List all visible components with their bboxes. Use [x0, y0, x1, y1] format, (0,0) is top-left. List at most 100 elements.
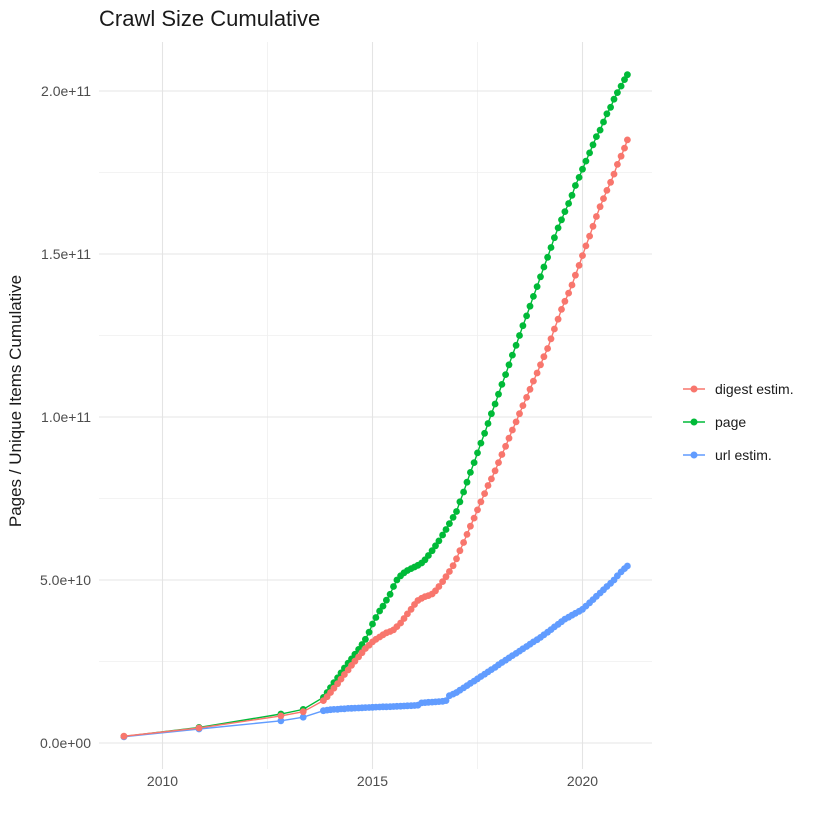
data-point-digest-estim-: [624, 136, 631, 144]
data-point-page: [575, 174, 583, 181]
data-point-digest-estim-: [617, 152, 625, 160]
data-point-page: [607, 103, 614, 111]
data-point-url-estim-: [277, 717, 285, 725]
data-point-digest-estim-: [120, 732, 128, 740]
data-point-digest-estim-: [277, 712, 285, 720]
data-point-page: [491, 400, 499, 408]
data-point-digest-estim-: [600, 195, 607, 203]
data-point-url-estim-: [442, 697, 450, 704]
data-point-digest-estim-: [596, 203, 604, 211]
data-point-digest-estim-: [568, 281, 576, 289]
series-line-url-estim-: [123, 565, 628, 738]
data-point-page: [526, 302, 534, 310]
data-point-page: [474, 449, 481, 457]
data-point-digest-estim-: [453, 555, 460, 563]
data-point-page: [579, 165, 586, 173]
legend-item-page: page: [681, 405, 794, 438]
data-point-page: [586, 149, 593, 157]
legend-key-page-icon: [683, 418, 705, 425]
data-point-page: [610, 95, 618, 103]
data-point-digest-estim-: [467, 522, 474, 530]
data-point-digest-estim-: [621, 144, 628, 152]
x-tick-label-2010: 2010: [147, 773, 178, 789]
data-point-page: [530, 293, 537, 300]
data-point-digest-estim-: [547, 335, 555, 343]
data-point-page: [495, 390, 502, 398]
data-point-page: [386, 590, 394, 598]
data-point-page: [488, 410, 495, 418]
data-point-digest-estim-: [530, 377, 537, 385]
data-point-page: [453, 508, 460, 515]
legend-key-url-icon: [683, 451, 705, 458]
data-point-page: [523, 312, 530, 320]
data-point-digest-estim-: [442, 573, 450, 581]
data-point-page: [439, 531, 446, 539]
data-point-page: [593, 133, 600, 141]
data-point-page: [362, 635, 369, 643]
legend-key-dot: [690, 451, 698, 458]
legend-label: page: [715, 413, 747, 430]
data-point-page: [460, 488, 467, 496]
data-point-page: [435, 537, 443, 545]
data-point-page: [561, 208, 569, 216]
data-point-page: [547, 244, 555, 251]
data-point-digest-estim-: [330, 684, 338, 692]
data-point-page: [537, 273, 544, 281]
data-point-digest-estim-: [502, 442, 509, 450]
data-point-page: [470, 459, 478, 466]
data-point-digest-estim-: [299, 708, 307, 716]
data-point-digest-estim-: [512, 418, 520, 426]
data-point-page: [383, 596, 390, 604]
data-point-page: [544, 253, 551, 261]
data-point-page: [624, 71, 631, 79]
data-point-page: [519, 322, 527, 330]
data-point-page: [481, 429, 488, 437]
data-point-page: [533, 283, 541, 290]
legend-key-digest-icon: [683, 385, 705, 392]
data-point-digest-estim-: [551, 325, 558, 333]
data-point-page: [502, 371, 509, 378]
data-point-page: [425, 552, 432, 559]
data-point-url-estim-: [624, 562, 631, 570]
data-point-digest-estim-: [526, 385, 534, 393]
data-point-page: [540, 263, 548, 271]
data-point-digest-estim-: [435, 583, 443, 590]
data-point-page: [376, 607, 383, 615]
data-point-page: [477, 439, 485, 447]
data-point-url-estim-: [299, 713, 307, 721]
y-tick-label-0.0e+00: 0.0e+00: [40, 735, 91, 751]
data-point-page: [512, 341, 520, 349]
data-point-page: [551, 234, 558, 242]
data-point-digest-estim-: [195, 724, 203, 732]
data-point-digest-estim-: [463, 531, 471, 538]
data-point-digest-estim-: [439, 578, 446, 585]
y-tick-label-5.0e+10: 5.0e+10: [40, 572, 91, 588]
data-point-page: [379, 602, 387, 610]
data-point-digest-estim-: [558, 306, 565, 313]
data-point-digest-estim-: [470, 514, 478, 522]
data-point-digest-estim-: [544, 345, 551, 352]
data-point-digest-estim-: [540, 353, 548, 361]
data-point-digest-estim-: [446, 568, 453, 575]
data-point-digest-estim-: [516, 410, 523, 418]
data-point-digest-estim-: [523, 394, 530, 401]
data-point-page: [582, 157, 590, 165]
data-point-digest-estim-: [484, 482, 492, 489]
data-point-digest-estim-: [565, 289, 572, 297]
data-point-page: [621, 76, 628, 83]
data-point-page: [505, 361, 513, 369]
data-point-digest-estim-: [456, 547, 464, 555]
data-point-page: [463, 478, 471, 486]
data-point-digest-estim-: [603, 187, 611, 194]
data-point-digest-estim-: [572, 271, 579, 279]
data-point-page: [589, 141, 597, 149]
data-point-digest-estim-: [477, 498, 485, 506]
data-point-page: [614, 89, 621, 96]
data-point-page: [456, 498, 464, 506]
plot-title: Crawl Size Cumulative: [99, 6, 321, 31]
data-point-digest-estim-: [495, 459, 502, 466]
x-tick-label-2020: 2020: [567, 773, 598, 789]
legend-item-url-estim: url estim.: [681, 438, 794, 471]
